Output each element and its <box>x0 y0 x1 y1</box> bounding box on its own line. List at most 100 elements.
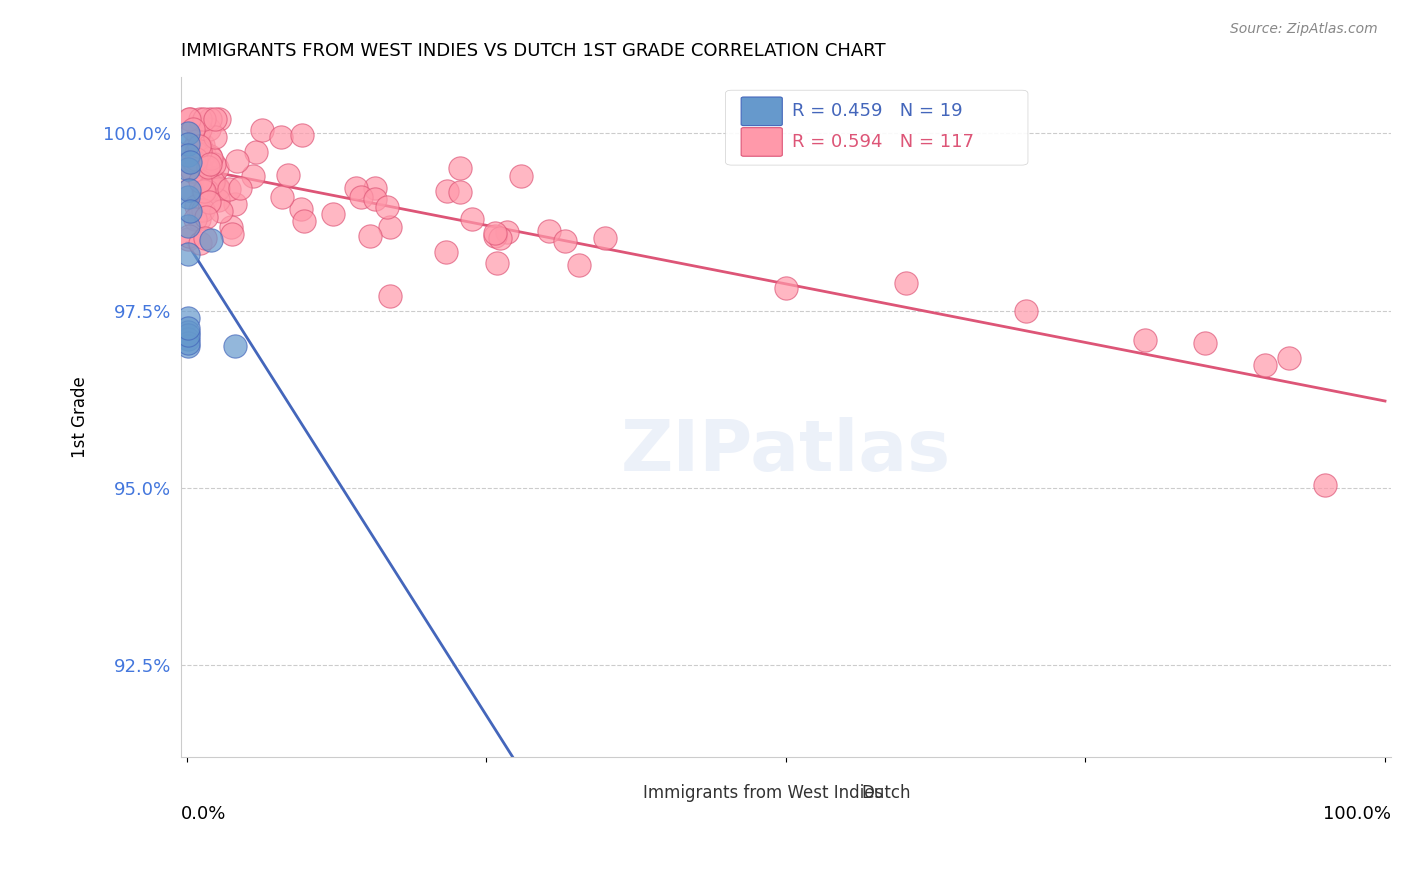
Point <box>195 184 218 198</box>
FancyBboxPatch shape <box>741 97 782 126</box>
Point <box>191 137 214 152</box>
Point <box>218 182 240 196</box>
Point <box>193 112 215 127</box>
Point <box>177 247 200 261</box>
Point <box>200 151 222 165</box>
FancyBboxPatch shape <box>741 128 782 156</box>
Point <box>245 145 267 160</box>
Point <box>277 169 299 183</box>
Point <box>177 232 200 246</box>
Point <box>188 122 211 136</box>
Point <box>221 227 243 241</box>
Point <box>209 204 232 219</box>
Point <box>207 161 229 175</box>
Point <box>194 161 217 175</box>
Point <box>177 161 200 176</box>
Point <box>191 184 214 198</box>
Point <box>177 325 200 339</box>
Point <box>202 175 225 189</box>
Text: Source: ZipAtlas.com: Source: ZipAtlas.com <box>1230 22 1378 37</box>
Point <box>509 169 531 184</box>
Point <box>177 147 200 161</box>
Point <box>188 138 211 153</box>
Point <box>197 161 219 175</box>
Point <box>177 136 200 151</box>
Point <box>568 258 591 272</box>
Point <box>200 157 222 171</box>
Text: IMMIGRANTS FROM WEST INDIES VS DUTCH 1ST GRADE CORRELATION CHART: IMMIGRANTS FROM WEST INDIES VS DUTCH 1ST… <box>181 42 886 60</box>
Point <box>183 152 205 166</box>
Point <box>485 255 508 269</box>
Point <box>434 245 457 260</box>
Point <box>183 157 205 171</box>
Point <box>344 181 367 195</box>
Point <box>219 219 242 234</box>
Point <box>188 203 211 218</box>
Point <box>593 231 616 245</box>
Point <box>186 119 208 133</box>
Point <box>364 181 387 195</box>
Point <box>242 169 264 183</box>
Point <box>208 112 231 127</box>
Point <box>554 234 576 248</box>
Point <box>200 178 222 192</box>
Point <box>1254 358 1277 372</box>
Point <box>193 147 215 161</box>
Point <box>187 128 209 142</box>
Point <box>193 185 215 199</box>
Point <box>436 185 458 199</box>
Point <box>179 182 201 196</box>
Point <box>359 229 381 244</box>
Point <box>894 276 917 290</box>
Point <box>292 214 315 228</box>
Point <box>495 226 517 240</box>
Point <box>224 197 246 211</box>
FancyBboxPatch shape <box>725 90 1028 165</box>
Point <box>363 192 385 206</box>
Point <box>207 181 229 195</box>
Point <box>177 335 200 350</box>
Point <box>207 182 229 196</box>
Point <box>322 207 344 221</box>
Point <box>224 339 246 353</box>
Point <box>1313 478 1336 492</box>
Point <box>484 229 506 244</box>
Point <box>181 122 204 136</box>
Point <box>177 126 200 140</box>
Point <box>177 228 200 243</box>
Point <box>1278 351 1301 365</box>
Point <box>194 231 217 245</box>
Point <box>291 128 314 143</box>
Point <box>177 219 200 233</box>
Point <box>179 204 201 219</box>
Point <box>375 200 398 214</box>
Point <box>177 321 200 335</box>
Point <box>191 202 214 217</box>
Point <box>461 211 484 226</box>
Point <box>188 160 211 174</box>
Point <box>202 156 225 170</box>
Text: 0.0%: 0.0% <box>181 805 226 823</box>
Point <box>179 112 201 127</box>
Point <box>177 332 200 346</box>
Point <box>180 163 202 178</box>
Point <box>200 233 222 247</box>
Point <box>378 219 401 234</box>
Point <box>200 149 222 163</box>
Point <box>270 190 292 204</box>
Point <box>775 281 797 295</box>
Point <box>184 199 207 213</box>
Point <box>177 190 200 204</box>
Point <box>179 183 201 197</box>
Point <box>1135 333 1157 347</box>
Text: R = 0.459   N = 19: R = 0.459 N = 19 <box>792 103 963 120</box>
Point <box>198 194 221 209</box>
Point <box>181 143 204 157</box>
Point <box>177 339 200 353</box>
Point <box>187 212 209 227</box>
Point <box>188 174 211 188</box>
Point <box>290 202 312 216</box>
Point <box>449 186 471 200</box>
Point <box>538 223 561 237</box>
Point <box>190 235 212 250</box>
